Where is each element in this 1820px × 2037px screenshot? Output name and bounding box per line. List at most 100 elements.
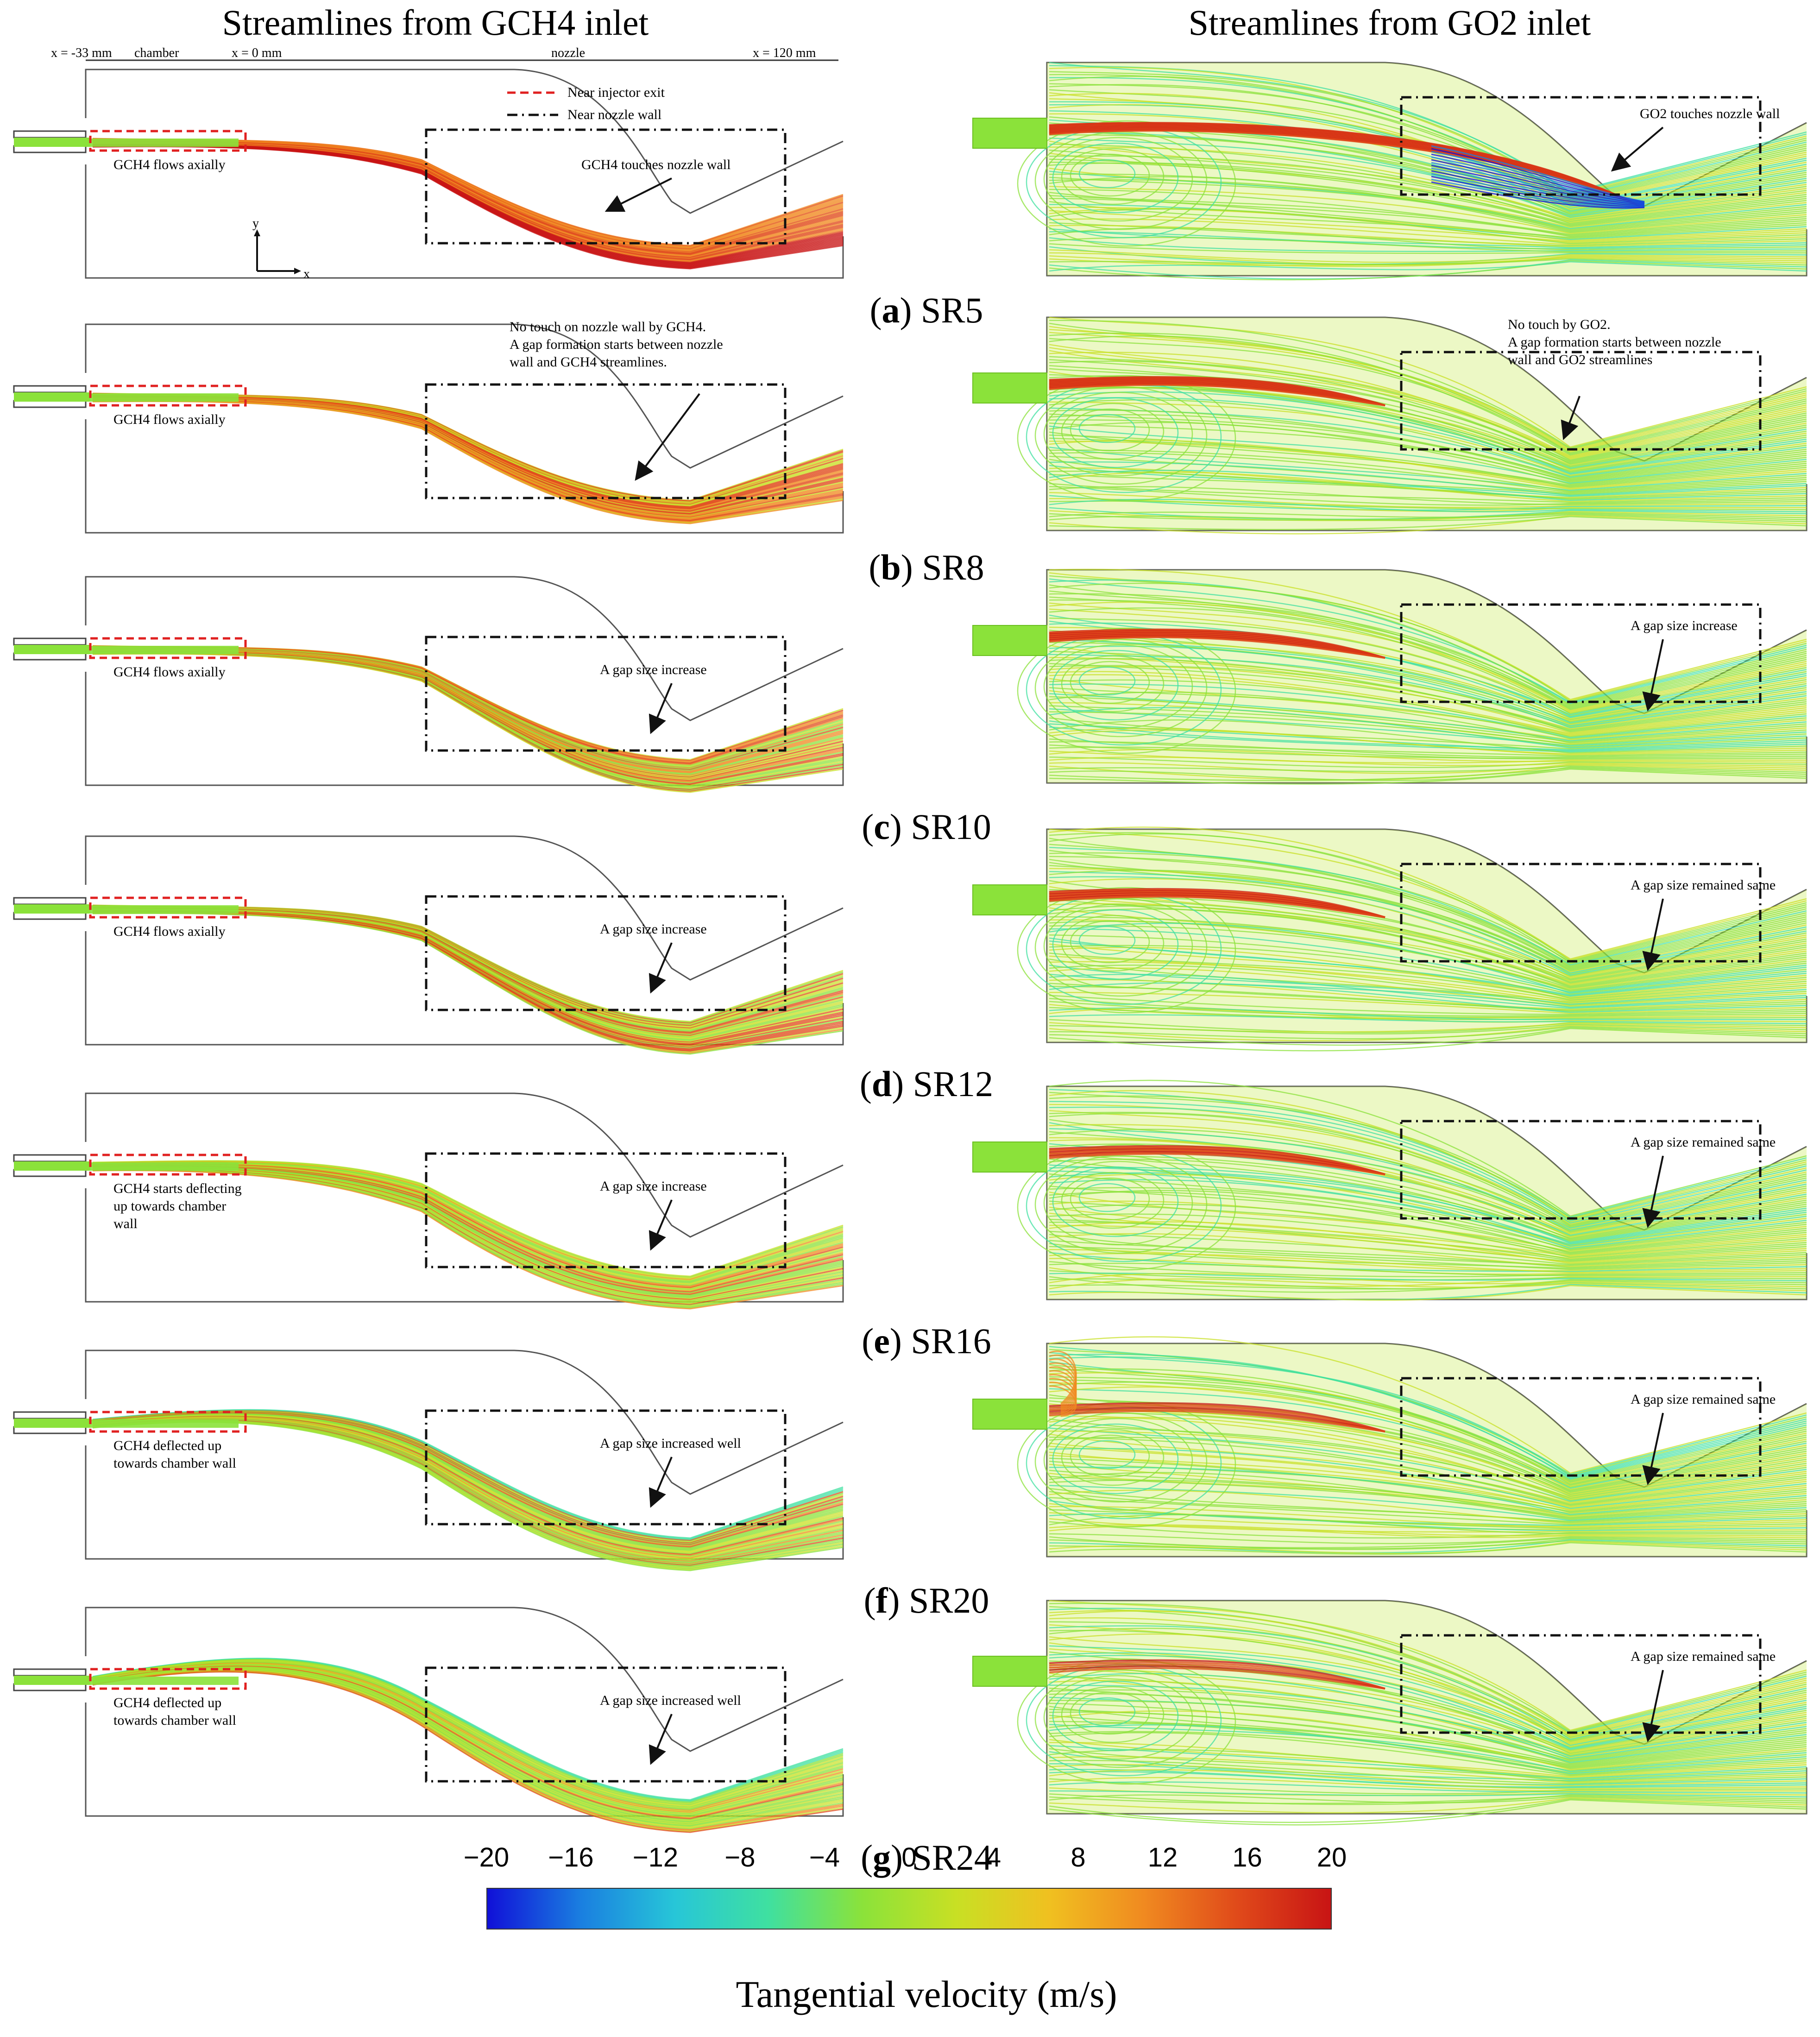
row-caption: (c) SR10 bbox=[862, 807, 991, 847]
gap-arrow bbox=[605, 177, 672, 212]
injector-note: GCH4 starts deflecting bbox=[113, 1181, 242, 1196]
legend-black-label: Near nozzle wall bbox=[567, 107, 661, 122]
injector-exit-box bbox=[89, 130, 247, 152]
gap-note: A gap size remained same bbox=[1631, 1649, 1776, 1664]
gch4-streamlines bbox=[90, 1160, 844, 1310]
axis-indicator: yx bbox=[252, 216, 310, 281]
nozzle-wall-box bbox=[425, 1152, 787, 1268]
gap-note: A gap formation starts between nozzle bbox=[510, 337, 723, 352]
row-caption: (b) SR8 bbox=[869, 547, 984, 587]
gch4-panel: GCH4 starts deflecting up towards chamber… bbox=[13, 1092, 844, 1310]
nozzle-wall-box bbox=[1400, 863, 1762, 963]
injector-exit-box bbox=[89, 637, 247, 659]
gap-arrow bbox=[1642, 1413, 1664, 1485]
colorbar-tick: 8 bbox=[1071, 1842, 1086, 1873]
nozzle-wall-box bbox=[1400, 96, 1762, 196]
injector-note: GCH4 flows axially bbox=[113, 664, 226, 680]
gap-note: A gap size increase bbox=[1631, 618, 1738, 633]
colorbar-tick: 16 bbox=[1232, 1842, 1262, 1873]
injector-note: GCH4 deflected up bbox=[113, 1438, 221, 1453]
gap-arrow bbox=[649, 683, 673, 734]
injector-exit-box bbox=[89, 1154, 247, 1176]
y-axis-label: y bbox=[252, 216, 259, 231]
injector-note: wall bbox=[113, 1216, 138, 1231]
injector-note: GCH4 deflected up bbox=[113, 1695, 221, 1710]
gap-note: wall and GCH4 streamlines. bbox=[510, 354, 667, 370]
gch4-panel: GCH4 deflected up towards chamber wall A g… bbox=[13, 1607, 844, 1833]
gap-arrow bbox=[1642, 1155, 1664, 1228]
nozzle-wall-box bbox=[425, 383, 787, 499]
gap-note: GO2 touches nozzle wall bbox=[1640, 106, 1780, 121]
gap-note: GCH4 touches nozzle wall bbox=[581, 157, 731, 172]
row-caption: (d) SR12 bbox=[859, 1064, 994, 1104]
injector-tube bbox=[13, 385, 90, 408]
go2-panel: A gap size remained same bbox=[972, 1079, 1807, 1301]
injector-note: GCH4 flows axially bbox=[113, 924, 226, 939]
gch4-streamlines bbox=[90, 1658, 844, 1833]
row-caption: (g) SR24 bbox=[861, 1837, 992, 1878]
right-column-title: Streamlines from GO2 inlet bbox=[1188, 2, 1591, 43]
injector-note: towards chamber wall bbox=[113, 1713, 236, 1728]
gch4-streamlines bbox=[90, 1409, 844, 1571]
dimension-label: x = -33 mm bbox=[51, 46, 112, 60]
injector-exit-box bbox=[89, 896, 247, 919]
go2-streamlines bbox=[1017, 316, 1807, 535]
nozzle-wall-box bbox=[425, 636, 787, 752]
injector-tube bbox=[13, 1411, 90, 1434]
colorbar-label: Tangential velocity (m/s) bbox=[736, 1973, 1117, 2015]
nozzle-wall-box bbox=[1400, 603, 1762, 703]
gap-arrow bbox=[1561, 396, 1581, 440]
left-column-title: Streamlines from GCH4 inlet bbox=[222, 2, 649, 43]
gch4-panel: GCH4 flows axially A gap size increase bbox=[13, 576, 844, 793]
dimension-header: x = -33 mm chamber x = 0 mm nozzle x = 120 m… bbox=[51, 46, 838, 61]
colorbar: −20 −16 −12 −8 −4 0 4 8 12 16 20 bbox=[464, 1842, 1347, 1930]
gap-note: A gap size remained same bbox=[1631, 1135, 1776, 1150]
colorbar-tick: −4 bbox=[809, 1842, 840, 1873]
gap-note: A gap size increase bbox=[600, 1179, 707, 1194]
colorbar-tick: 12 bbox=[1147, 1842, 1178, 1873]
go2-streamlines bbox=[1017, 1600, 1807, 1826]
chamber-outline bbox=[85, 1607, 844, 1817]
injector-block bbox=[972, 118, 1047, 149]
injector-tube bbox=[13, 1668, 90, 1691]
gch4-streamlines bbox=[90, 392, 844, 524]
row-caption: (e) SR16 bbox=[862, 1321, 991, 1361]
nozzle-wall-box bbox=[425, 1666, 787, 1783]
nozzle-wall-box bbox=[1400, 1377, 1762, 1477]
gap-arrow bbox=[1642, 1670, 1664, 1742]
colorbar-tick: −12 bbox=[632, 1842, 679, 1873]
go2-streamlines bbox=[1017, 826, 1807, 1052]
gap-note: A gap size increase bbox=[600, 921, 707, 937]
row-caption: (f) SR20 bbox=[863, 1580, 989, 1621]
injector-exit-box bbox=[89, 1411, 247, 1433]
chamber-outline bbox=[85, 323, 844, 534]
legend: Near injector exit Near nozzle wall bbox=[507, 85, 665, 122]
gap-arrow bbox=[649, 1714, 673, 1765]
gch4-panel: GCH4 flows axially GCH4 touches nozzle wa… bbox=[13, 46, 844, 281]
dimension-label: chamber bbox=[134, 46, 179, 60]
gap-arrow bbox=[1642, 639, 1664, 712]
gch4-panel: GCH4 flows axially No touch on nozzle wal… bbox=[13, 319, 844, 534]
gch4-streamlines bbox=[90, 904, 844, 1055]
injector-exit-box bbox=[89, 1668, 247, 1690]
gch4-panel: GCH4 flows axially A gap size increase bbox=[13, 835, 844, 1055]
gap-arrow bbox=[1642, 898, 1664, 971]
dimension-label: x = 120 mm bbox=[753, 46, 816, 60]
nozzle-wall-box bbox=[1400, 1634, 1762, 1734]
injector-note: GCH4 flows axially bbox=[113, 412, 226, 427]
go2-panel: A gap size remained same bbox=[972, 1600, 1807, 1826]
legend-red-label: Near injector exit bbox=[567, 85, 665, 100]
nozzle-wall-box bbox=[425, 895, 787, 1011]
gap-note: A gap size increased well bbox=[600, 1693, 741, 1708]
gch4-streamlines bbox=[90, 138, 844, 270]
injector-note: towards chamber wall bbox=[113, 1456, 236, 1471]
gch4-streamlines bbox=[90, 645, 844, 793]
gap-note: A gap formation starts between nozzle bbox=[1508, 334, 1721, 350]
colorbar-tick: −16 bbox=[548, 1842, 594, 1873]
injector-block bbox=[972, 625, 1047, 656]
go2-panel: A gap size increase bbox=[972, 568, 1807, 785]
go2-streamlines bbox=[1017, 1079, 1807, 1301]
go2-panel: A gap size remained same bbox=[972, 1336, 1807, 1558]
x-axis-label: x bbox=[303, 267, 310, 281]
injector-block bbox=[972, 372, 1047, 404]
